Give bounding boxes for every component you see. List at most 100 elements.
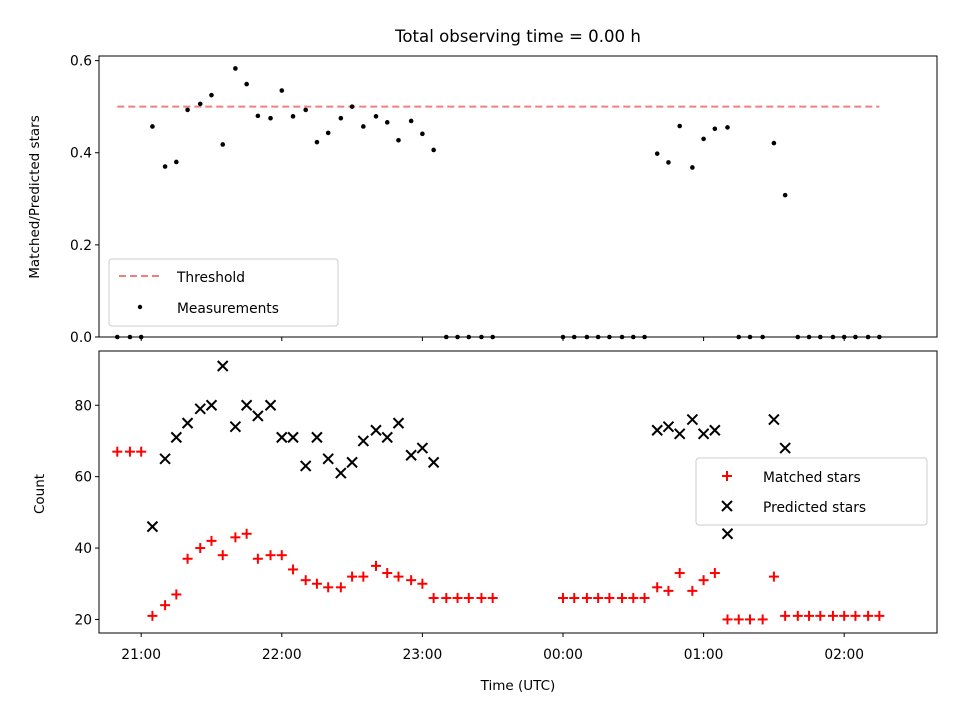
- matched-star-point: [300, 575, 311, 586]
- matched-star-point: [722, 614, 733, 625]
- measurement-point: [220, 142, 226, 147]
- measurement-point: [361, 124, 366, 129]
- predicted-star-point: [322, 453, 334, 465]
- predicted-star-point: [299, 460, 312, 472]
- matched-star-point: [241, 528, 252, 539]
- ratio-y-tick-label: 0.6: [70, 54, 92, 70]
- count-axes-frame: [98, 350, 938, 634]
- measurement-point: [396, 138, 401, 143]
- predicted-star-point: [416, 442, 429, 454]
- matched-star-point: [382, 568, 393, 579]
- matched-star-point: [863, 610, 874, 621]
- ratio-axes-frame: [98, 55, 938, 338]
- matched-star-point: [195, 543, 206, 554]
- matched-star-point: [617, 593, 628, 604]
- predicted-star-point: [205, 399, 218, 411]
- predicted-star-point: [181, 417, 194, 429]
- measurement-point: [268, 115, 273, 121]
- measurement-point: [771, 140, 777, 146]
- measurement-point: [314, 139, 320, 145]
- count-x-tick-label: 21:00: [121, 647, 161, 663]
- ratio-y-ticks: 0.0 0.2 0.4 0.6: [70, 54, 99, 346]
- predicted-star-point-b: [217, 360, 229, 372]
- threshold-legend-label: Threshold: [176, 270, 245, 286]
- predicted-star-point: [721, 528, 734, 540]
- measurement-point: [431, 147, 436, 153]
- predicted-star-point: [194, 403, 206, 415]
- count-y-axis-label: Count: [32, 474, 48, 514]
- matched-star-point: [428, 593, 439, 604]
- predicted-star-point: [697, 428, 710, 440]
- matched-star-point: [804, 610, 815, 621]
- matched-star-point: [311, 578, 322, 589]
- matched-star-point: [358, 571, 369, 582]
- count-x-ticks: 21:00 22:00 23:00 00:00 01:00 02:00: [121, 633, 864, 663]
- measurement-point: [349, 104, 355, 109]
- predicted-star-point: [170, 431, 183, 444]
- matched-star-point: [652, 582, 663, 593]
- figure-title: Total observing time = 0.00 h: [394, 27, 641, 46]
- count-x-tick-label: 23:00: [403, 647, 443, 663]
- ratio-x-ticks: [140, 337, 845, 341]
- count-plot-area: [112, 360, 885, 625]
- measurement-point: [325, 130, 331, 136]
- ratio-panel: 0.0 0.2 0.4 0.6 Matched/Predicted stars Thr…: [27, 54, 938, 346]
- matched-star-point: [323, 582, 334, 593]
- predicted-star-point-b: [686, 413, 699, 426]
- count-y-tick-label: 40: [74, 541, 92, 557]
- predicted-star-point: [370, 424, 382, 436]
- matched-star-point: [217, 550, 228, 561]
- measurement-point: [303, 107, 308, 113]
- matched-star-point: [487, 593, 498, 604]
- predicted-star-point-b: [427, 456, 440, 469]
- matched-star-point: [171, 589, 182, 600]
- predicted-star-point: [159, 453, 171, 465]
- predicted-star-point-b: [346, 456, 358, 469]
- predicted-star-point-b: [370, 424, 382, 436]
- predicted-star-point: [146, 520, 159, 533]
- predicted-star-point: [229, 420, 242, 433]
- predicted-star-point: [381, 431, 393, 444]
- predicted-star-point-b: [357, 435, 370, 447]
- predicted-star-point: [662, 420, 675, 433]
- predicted-star-point: [311, 431, 323, 444]
- ratio-legend-box: [108, 258, 339, 327]
- predicted-star-point: [276, 431, 288, 444]
- matched-star-point: [733, 614, 744, 625]
- matched-star-point: [839, 610, 850, 621]
- matched-star-point: [476, 593, 487, 604]
- matched-star-point: [674, 568, 685, 579]
- measurement-point: [150, 124, 155, 129]
- matched-star-point: [604, 593, 615, 604]
- measurements-legend-label: Measurements: [177, 301, 279, 317]
- ratio-y-axis-label: Matched/Predicted stars: [27, 115, 43, 278]
- matched-star-point: [136, 446, 147, 457]
- measurements-legend-marker: [137, 304, 143, 310]
- matched-star-point: [288, 564, 299, 575]
- predicted-star-point-b: [205, 399, 218, 411]
- matched-star-point: [463, 593, 474, 604]
- predicted-star-point-b: [229, 420, 242, 433]
- ratio-plot-area: [114, 66, 882, 340]
- measurement-point: [690, 165, 695, 170]
- count-y-tick-label: 80: [74, 398, 92, 414]
- predicted-star-point-b: [405, 449, 417, 461]
- matched-star-point: [417, 578, 428, 589]
- matched-star-point: [663, 585, 674, 596]
- matched-star-point: [709, 568, 720, 579]
- ratio-series-measurements: [114, 66, 882, 340]
- predicted-star-point-b: [311, 431, 323, 444]
- matched-star-point: [850, 610, 861, 621]
- matched-star-point: [182, 553, 193, 564]
- predicted-star-point-b: [721, 528, 734, 540]
- measurement-point: [174, 159, 179, 165]
- predicted-star-point: [709, 424, 721, 436]
- predicted-star-point-b: [252, 410, 264, 422]
- measurement-point: [725, 125, 730, 130]
- predicted-star-point-b: [159, 453, 171, 465]
- predicted-star-point: [357, 435, 370, 447]
- matched-star-point: [160, 600, 171, 611]
- measurement-point: [233, 66, 238, 71]
